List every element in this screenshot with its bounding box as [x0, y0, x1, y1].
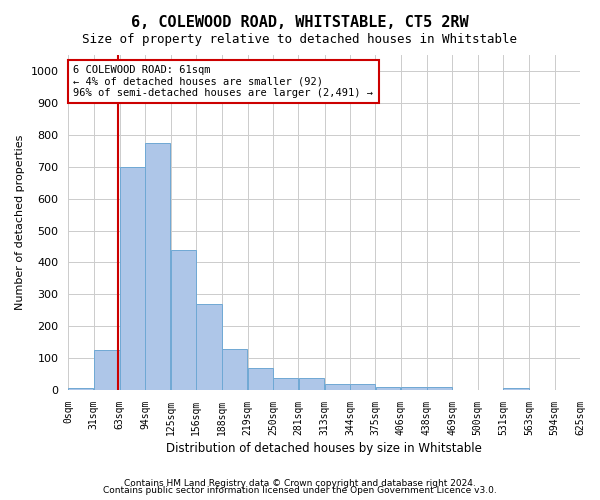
Bar [376, 387, 400, 390]
X-axis label: Distribution of detached houses by size in Whitstable: Distribution of detached houses by size … [166, 442, 482, 455]
Text: 6, COLEWOOD ROAD, WHITSTABLE, CT5 2RW: 6, COLEWOOD ROAD, WHITSTABLE, CT5 2RW [131, 15, 469, 30]
Text: Contains public sector information licensed under the Open Government Licence v3: Contains public sector information licen… [103, 486, 497, 495]
Bar [503, 388, 529, 390]
Bar [68, 388, 94, 390]
Bar [299, 378, 325, 390]
Text: Size of property relative to detached houses in Whitstable: Size of property relative to detached ho… [83, 32, 517, 46]
Text: 6 COLEWOOD ROAD: 61sqm
← 4% of detached houses are smaller (92)
96% of semi-deta: 6 COLEWOOD ROAD: 61sqm ← 4% of detached … [73, 65, 373, 98]
Bar [350, 384, 375, 390]
Bar [94, 350, 119, 390]
Bar [145, 143, 170, 390]
Text: Contains HM Land Registry data © Crown copyright and database right 2024.: Contains HM Land Registry data © Crown c… [124, 478, 476, 488]
Bar [196, 304, 222, 390]
Bar [401, 387, 427, 390]
Bar [171, 250, 196, 390]
Bar [325, 384, 350, 390]
Bar [427, 387, 452, 390]
Y-axis label: Number of detached properties: Number of detached properties [15, 135, 25, 310]
Bar [120, 166, 145, 390]
Bar [223, 348, 247, 390]
Bar [273, 378, 298, 390]
Bar [248, 368, 273, 390]
